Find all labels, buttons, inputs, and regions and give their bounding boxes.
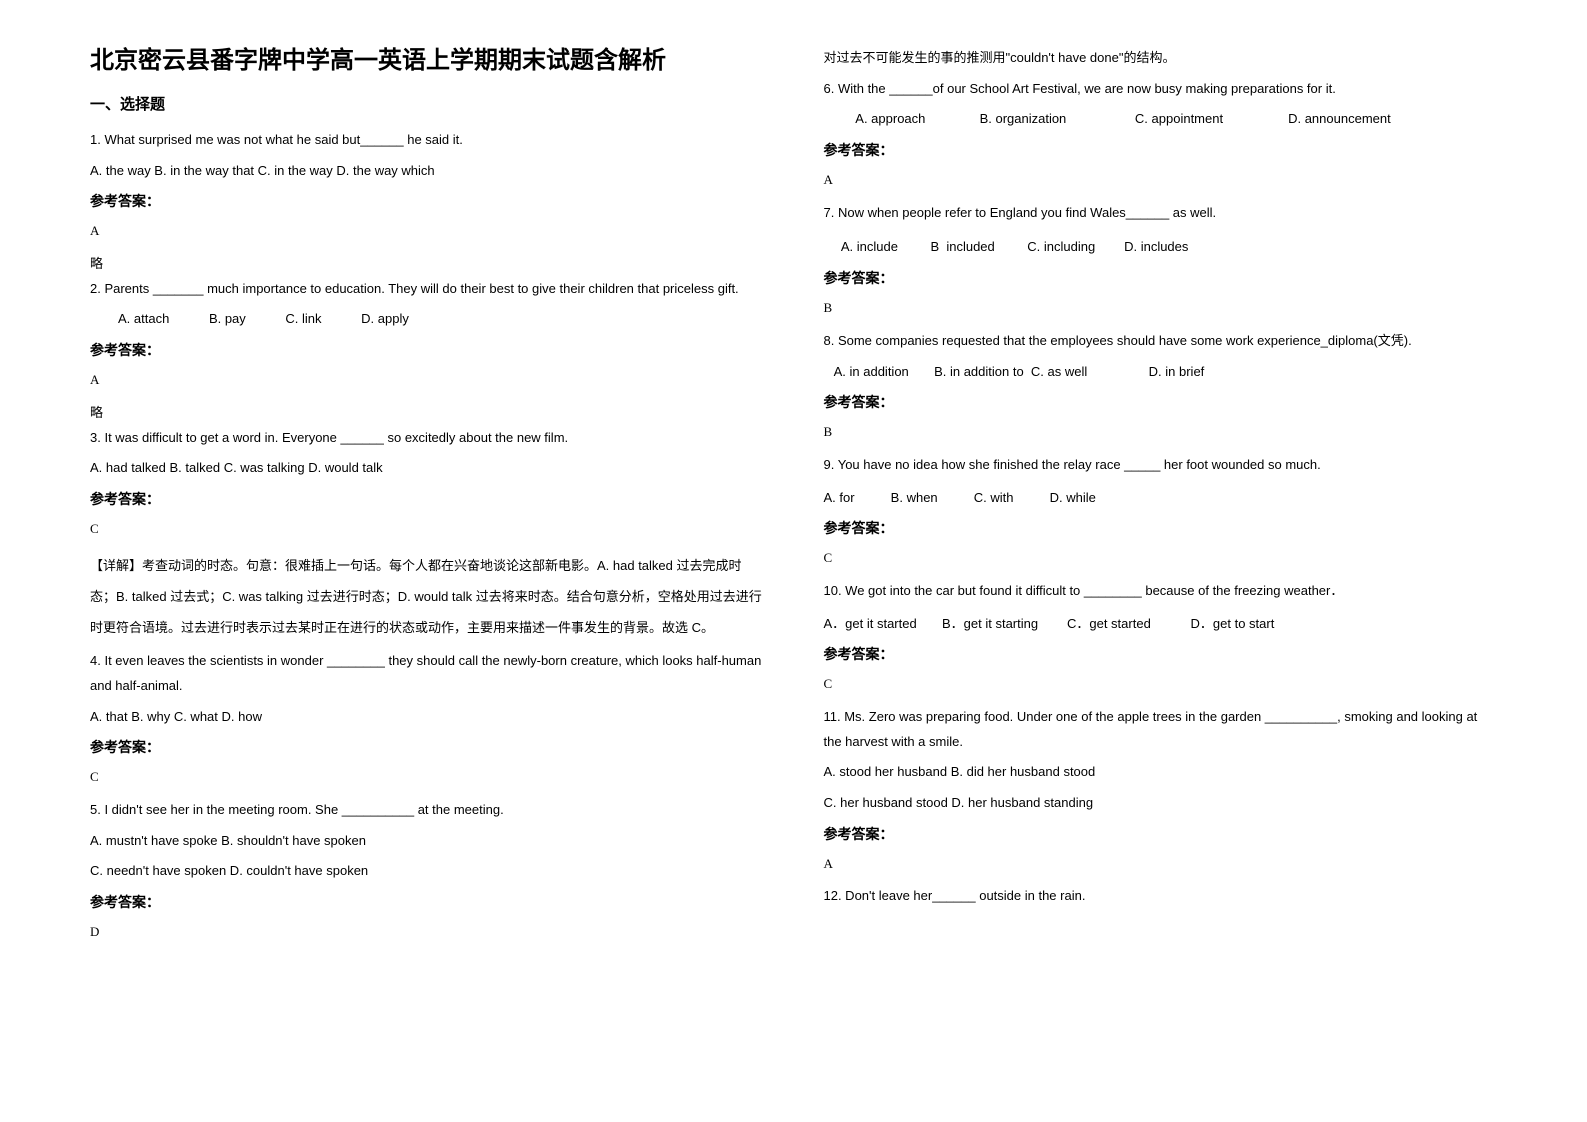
q2-stem: 2. Parents _______ much importance to ed… [90,277,764,302]
q10-answer: C [824,672,1498,697]
q3-answer: C [90,517,764,542]
right-intro: 对过去不可能发生的事的推测用"couldn't have done"的结构。 [824,46,1498,71]
q7-options: A. include B included C. including D. in… [824,235,1498,260]
q7-answer: B [824,296,1498,321]
q10-stem: 10. We got into the car but found it dif… [824,579,1498,604]
q3-options: A. had talked B. talked C. was talking D… [90,456,764,481]
q2-options: A. attach B. pay C. link D. apply [118,307,764,332]
q2-opt-b: B. pay [209,311,246,326]
q6-answer-label: 参考答案： [824,140,1498,160]
q8-answer: B [824,420,1498,445]
q8-options: A. in addition B. in addition to C. as w… [824,360,1498,385]
q7-stem: 7. Now when people refer to England you … [824,201,1498,226]
q4-stem: 4. It even leaves the scientists in wond… [90,649,764,698]
q11-options-2: C. her husband stood D. her husband stan… [824,791,1498,816]
q12-stem: 12. Don't leave her______ outside in the… [824,884,1498,909]
section-header: 一、选择题 [90,93,764,114]
left-column: 北京密云县番字牌中学高一英语上学期期末试题含解析 一、选择题 1. What s… [90,40,764,953]
q2-answer-label: 参考答案： [90,340,764,360]
q9-answer-label: 参考答案： [824,518,1498,538]
q1-lue: 略 [90,252,764,277]
q8-answer-label: 参考答案： [824,392,1498,412]
q8-stem: 8. Some companies requested that the emp… [824,329,1498,354]
q6-answer: A [824,168,1498,193]
q10-answer-label: 参考答案： [824,644,1498,664]
q11-stem: 11. Ms. Zero was preparing food. Under o… [824,705,1498,754]
q11-options-1: A. stood her husband B. did her husband … [824,760,1498,785]
q10-options: A．get it started B．get it starting C．get… [824,612,1498,637]
q9-options: A. for B. when C. with D. while [824,486,1498,511]
q4-options: A. that B. why C. what D. how [90,705,764,730]
q5-options-2: C. needn't have spoken D. couldn't have … [90,859,764,884]
q11-answer: A [824,852,1498,877]
q4-answer-label: 参考答案： [90,737,764,757]
q5-answer: D [90,920,764,945]
q5-options-1: A. mustn't have spoke B. shouldn't have … [90,829,764,854]
q5-stem: 5. I didn't see her in the meeting room.… [90,798,764,823]
q9-stem: 9. You have no idea how she finished the… [824,453,1498,478]
q1-stem: 1. What surprised me was not what he sai… [90,128,764,153]
q7-answer-label: 参考答案： [824,268,1498,288]
right-column: 对过去不可能发生的事的推测用"couldn't have done"的结构。 6… [824,40,1498,953]
q2-opt-d: D. apply [361,311,409,326]
q1-answer-label: 参考答案： [90,191,764,211]
q1-options: A. the way B. in the way that C. in the … [90,159,764,184]
q2-opt-a: A. attach [118,311,169,326]
page-title: 北京密云县番字牌中学高一英语上学期期末试题含解析 [90,40,764,75]
q2-lue: 略 [90,401,764,426]
q2-opt-c: C. link [285,311,321,326]
q4-answer: C [90,765,764,790]
q9-answer: C [824,546,1498,571]
q5-answer-label: 参考答案： [90,892,764,912]
q1-answer: A [90,219,764,244]
q2-answer: A [90,368,764,393]
q6-stem: 6. With the ______of our School Art Fest… [824,77,1498,102]
q3-stem: 3. It was difficult to get a word in. Ev… [90,426,764,451]
q11-answer-label: 参考答案： [824,824,1498,844]
q6-options: A. approach B. organization C. appointme… [824,107,1498,132]
q3-explain: 【详解】考查动词的时态。句意：很难插上一句话。每个人都在兴奋地谈论这部新电影。A… [90,550,764,644]
q3-answer-label: 参考答案： [90,489,764,509]
